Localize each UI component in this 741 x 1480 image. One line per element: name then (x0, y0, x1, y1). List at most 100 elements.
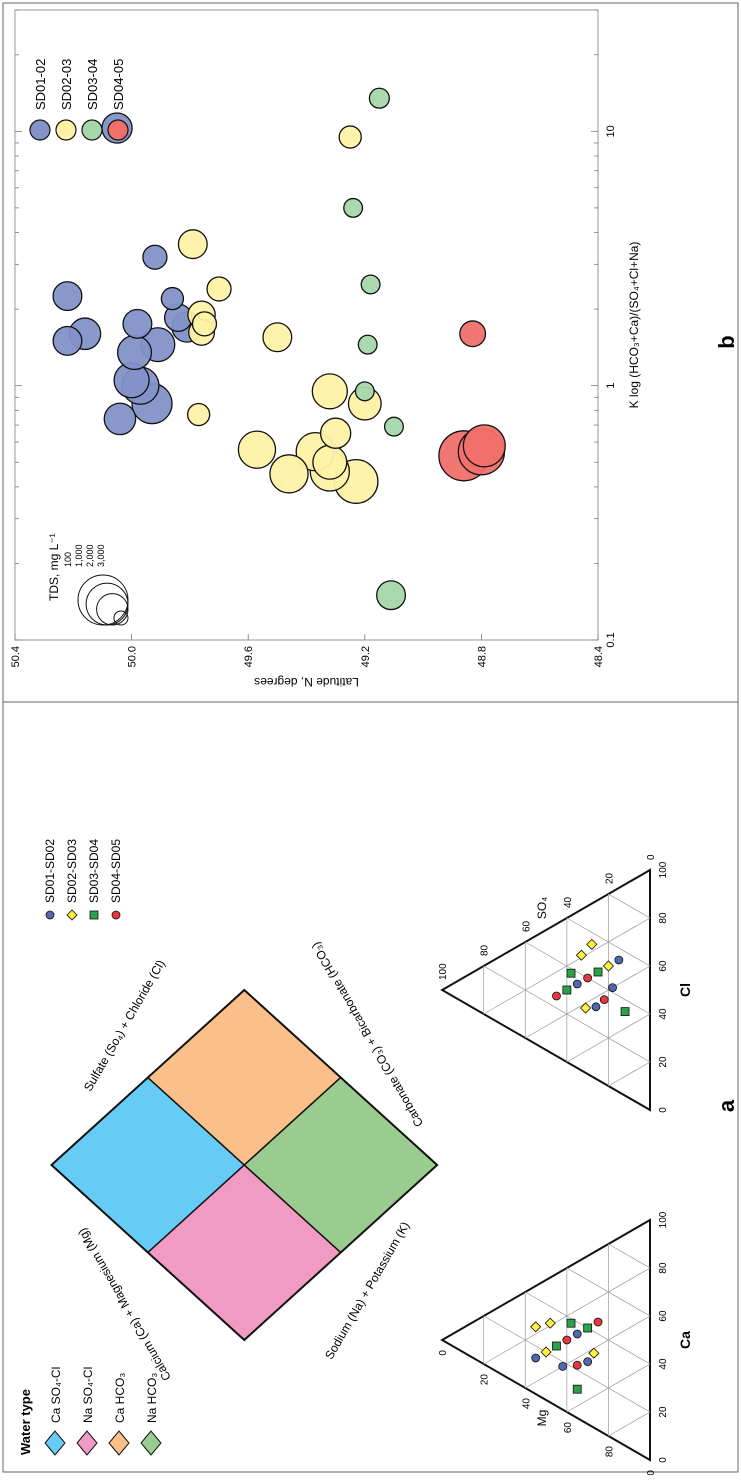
x-axis-label: K log (HCO₃+Ca)/(SO₄+Cl+Na) (627, 242, 641, 409)
bubble (357, 334, 378, 355)
bubble (354, 381, 375, 402)
grid-line (483, 917, 651, 1015)
size-legend-title: TDS, mg L⁻¹ (47, 533, 61, 601)
y-axis-label: Latitude N, degrees (254, 675, 359, 689)
legend-marker (29, 119, 51, 141)
cation-axis-label: Ca (677, 1331, 693, 1349)
bubble (343, 197, 364, 218)
cation-tick-label: 60 (563, 1422, 574, 1434)
anion-tick-label: 20 (658, 1056, 669, 1068)
cation-tick-label: 60 (658, 1310, 669, 1322)
size-legend-label: 2,000 (85, 544, 95, 567)
anion-tick-label: 40 (658, 1008, 669, 1020)
anion-axis-label: Cl (677, 983, 693, 997)
sample-point (593, 967, 603, 977)
legend-label: SD01-02 (33, 59, 48, 110)
sample-point (540, 1346, 552, 1358)
bubble (376, 580, 407, 611)
legend-label: SD02-03 (59, 59, 74, 110)
sample-point (583, 1323, 593, 1333)
cation-tick-label: 0 (658, 1457, 669, 1463)
sample-point (602, 960, 614, 972)
cation-tick-label: 0 (438, 1350, 449, 1356)
bubble (319, 417, 352, 449)
grid-line (566, 1013, 651, 1063)
y-tick-label: 50.4 (10, 646, 22, 667)
bubble (52, 325, 83, 356)
anion-tick-label: 100 (438, 963, 449, 980)
anion-triangle: 0 0 20 20 40 40 60 60 80 80 100 100 Cl SO₄ (438, 854, 693, 1113)
diamond-outline (49, 988, 439, 1342)
anion-tick-label: 80 (658, 912, 669, 924)
panel-b: 0.1 1 10 48.4 48.8 49.2 49.6 50.0 50.4 K log (HCO… (10, 9, 641, 689)
anion-tick-label: 60 (521, 920, 532, 932)
grid-line (608, 1061, 651, 1087)
cation-tick-label: 100 (646, 1470, 657, 1475)
water-type-title: Water type (18, 1389, 33, 1455)
grid-line (608, 1243, 651, 1269)
grid-line (483, 1267, 651, 1365)
legend-marker (45, 910, 55, 920)
sample-point (608, 983, 617, 993)
grid-line (525, 1315, 651, 1389)
sample-point (572, 1384, 582, 1394)
water-type-label: Na SO₄-Cl (81, 1367, 95, 1423)
anion-tick-label: 20 (604, 872, 615, 884)
bubble (311, 373, 348, 410)
size-legend-label: 3,000 (96, 544, 106, 567)
cation-axis-label: Mg (535, 1410, 549, 1427)
sample-point (552, 991, 561, 1001)
grid-line (608, 893, 651, 919)
panel-label-b: b (714, 335, 739, 348)
legend-label: SD03-04 (85, 59, 100, 110)
legend-marker (107, 119, 129, 141)
bubble (116, 334, 153, 371)
sample-point (558, 1362, 568, 1371)
anion-tick-label: 100 (658, 861, 669, 878)
bubble (103, 402, 137, 436)
sample-point (562, 1335, 572, 1345)
water-type-label: Ca SO₄-Cl (49, 1367, 63, 1423)
sample-point (531, 1353, 541, 1363)
cation-tick-label: 40 (658, 1358, 669, 1370)
cation-tick-label: 80 (658, 1262, 669, 1274)
water-type-swatch (140, 1430, 162, 1456)
bubble (237, 430, 277, 469)
cation-tick-label: 20 (480, 1374, 491, 1386)
anion-axis-label: SO₄ (535, 897, 549, 919)
bubble (459, 320, 487, 348)
sample-point (566, 1318, 576, 1328)
cation-tick-label: 20 (658, 1406, 669, 1418)
sample-point (530, 1321, 542, 1333)
plot-frame (14, 9, 599, 641)
bubble (368, 87, 390, 109)
cation-tick-label: 80 (604, 1446, 615, 1458)
size-legend-circle (113, 610, 129, 626)
y-tick-label: 49.2 (360, 646, 372, 667)
anion-tick-label: 0 (658, 1107, 669, 1113)
water-type-label: Na HCO₃ (145, 1373, 159, 1423)
sample-point (544, 1317, 556, 1329)
size-legend-circle (85, 582, 129, 626)
y-tick-label: 48.4 (593, 646, 605, 667)
legend-label: SD03-SD04 (87, 839, 101, 903)
anion-tick-label: 0 (646, 854, 657, 860)
legend-label: SD02-SD03 (65, 839, 79, 903)
anion-triangle-outline (440, 868, 651, 1112)
water-type-swatch (44, 1430, 66, 1456)
bubble (122, 308, 153, 339)
legend-marker (81, 119, 103, 141)
x-tick-label: 0.1 (605, 632, 617, 647)
anion-tick-label: 60 (658, 960, 669, 972)
sample-point (591, 1002, 601, 1012)
sample-point (583, 973, 593, 983)
water-type-label: Ca HCO₃ (113, 1373, 127, 1423)
sample-point (552, 1341, 561, 1351)
scatter-plot: 0.1 1 10 48.4 48.8 49.2 49.6 50.0 50.4 K log (HCO… (10, 9, 641, 689)
water-type-swatch (76, 1430, 98, 1456)
cation-tick-label: 40 (521, 1398, 532, 1410)
sample-point (586, 938, 598, 950)
